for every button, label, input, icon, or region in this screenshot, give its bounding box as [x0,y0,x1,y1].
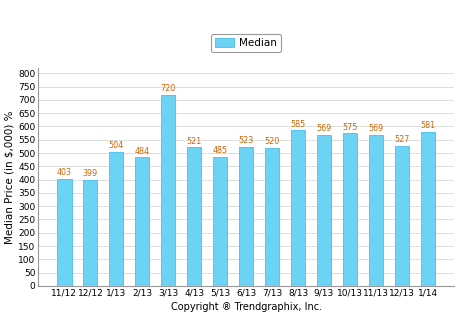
Bar [265,148,279,286]
Y-axis label: Median Price (in $,000) %: Median Price (in $,000) % [4,110,14,244]
Text: 403: 403 [57,168,72,177]
Bar [57,179,71,286]
Text: 581: 581 [420,121,436,130]
Text: 585: 585 [290,120,305,129]
Text: 569: 569 [316,124,332,133]
Text: 399: 399 [83,169,98,178]
Text: 520: 520 [264,137,280,146]
Bar [420,131,435,286]
Bar [343,133,357,286]
X-axis label: Copyright ® Trendgraphix, Inc.: Copyright ® Trendgraphix, Inc. [170,302,322,312]
Bar [83,180,98,286]
Text: 485: 485 [213,146,228,155]
Text: 523: 523 [239,136,254,145]
Text: 484: 484 [135,147,150,156]
Bar [109,152,124,286]
Bar [369,135,383,286]
Text: 720: 720 [161,84,176,93]
Text: 575: 575 [342,123,358,131]
Bar [161,94,175,286]
Bar [239,147,253,286]
Text: 527: 527 [394,135,409,144]
Bar [187,148,202,286]
Bar [395,146,409,286]
Legend: Median: Median [211,34,281,52]
Text: 569: 569 [368,124,383,133]
Text: 504: 504 [109,141,124,150]
Bar [135,157,149,286]
Bar [317,135,331,286]
Bar [291,131,305,286]
Bar [213,157,227,286]
Text: 521: 521 [186,137,202,146]
